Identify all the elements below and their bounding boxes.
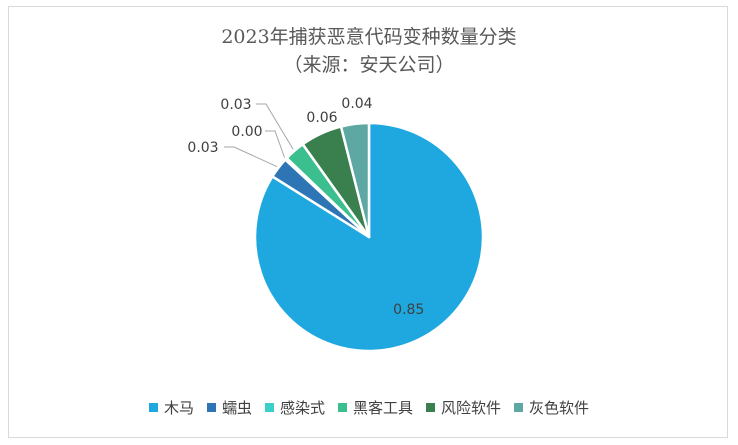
legend-item-2: 蠕虫 (206, 397, 252, 418)
legend-swatch-2 (206, 403, 216, 412)
legend-swatch-5 (426, 403, 436, 412)
legend-item-6: 灰色软件 (514, 397, 589, 418)
legend-swatch-6 (514, 403, 524, 412)
chart-subtitle: （来源：安天公司） (283, 54, 455, 76)
chart-legend: 木马 蠕虫 感染式 黑客工具 风险软件 灰色软件 (0, 397, 738, 418)
legend-swatch-1 (148, 403, 158, 412)
legend-item-4: 黑客工具 (338, 397, 413, 418)
data-label-3: 0.00 (231, 124, 262, 140)
legend-label-1: 木马 (163, 399, 194, 417)
legend-item-1: 木马 (148, 397, 194, 418)
chart-title: 2023年捕获恶意代码变种数量分类 (221, 26, 517, 48)
data-label-4: 0.03 (220, 97, 251, 113)
data-label-1: 0.85 (393, 302, 424, 318)
legend-swatch-4 (338, 403, 347, 412)
pie-slice-6 (339, 121, 371, 239)
legend-label-5: 风险软件 (441, 399, 502, 417)
data-label-6: 0.04 (341, 96, 372, 112)
leader-line-2 (224, 146, 278, 167)
legend-item-5: 风险软件 (426, 397, 501, 418)
pie-slice-1 (253, 121, 485, 353)
legend-label-2: 蠕虫 (221, 399, 252, 417)
leader-line-4 (256, 103, 294, 150)
legend-swatch-3 (264, 403, 274, 412)
legend-label-3: 感染式 (279, 399, 325, 417)
legend-item-3: 感染式 (264, 397, 325, 418)
leader-line-3 (265, 130, 286, 158)
legend-label-6: 灰色软件 (529, 399, 590, 417)
data-label-2: 0.03 (187, 140, 218, 156)
legend-label-4: 黑客工具 (353, 399, 414, 417)
data-label-5: 0.06 (306, 110, 337, 126)
